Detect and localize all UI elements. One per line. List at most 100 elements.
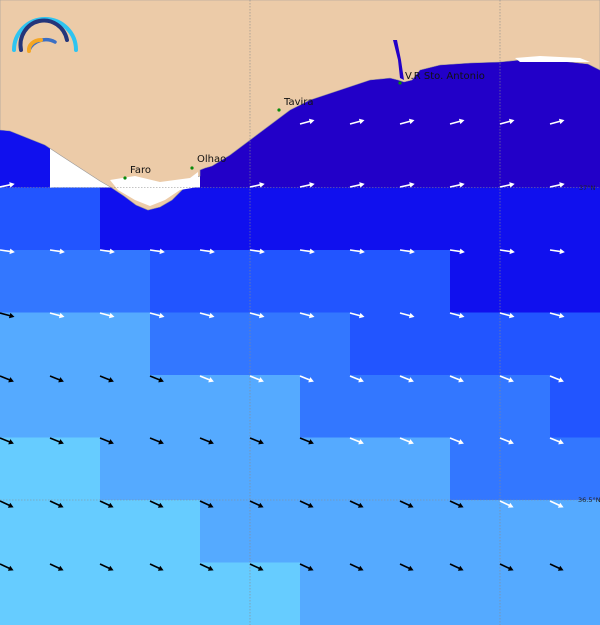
grid-cell (500, 375, 551, 438)
grid-cell (200, 437, 251, 501)
current-arrow (449, 118, 465, 125)
grid-cell (200, 250, 251, 313)
current-arrow (299, 563, 314, 571)
current-arrow (549, 312, 565, 319)
place-markers: Faro Olhao Tavira V.R Sto. Antonio (123, 71, 485, 180)
logo-arc-orange (26, 37, 43, 53)
grid-cell (400, 562, 451, 625)
current-arrow (0, 182, 15, 188)
grid-cell (250, 250, 301, 313)
grid-cell (350, 500, 401, 563)
current-arrow (349, 118, 365, 125)
grid-cell (400, 250, 451, 313)
grid-cell (300, 437, 351, 501)
current-arrow (449, 248, 465, 255)
grid-cell (500, 562, 551, 625)
grid-cell (300, 375, 351, 438)
grid-cell (400, 312, 451, 376)
grid-cell (450, 437, 501, 501)
grid-cell (250, 375, 301, 438)
grid-cell (550, 500, 600, 563)
current-arrow (249, 500, 264, 508)
grid-cell (450, 312, 501, 376)
current-arrow (0, 312, 15, 319)
current-arrow (349, 248, 365, 255)
current-arrow (99, 248, 115, 255)
current-arrow (149, 248, 165, 255)
grid-cell (0, 562, 51, 625)
lagoon-islands (110, 40, 590, 206)
ria-formosa-lagoon (110, 172, 198, 206)
current-arrow (99, 437, 114, 445)
grid-cell (450, 375, 501, 438)
place-marker-vrsa (398, 81, 402, 85)
current-arrow (399, 312, 415, 319)
current-arrow (499, 437, 514, 445)
grid-cell (450, 250, 501, 313)
grid-cell (200, 500, 251, 563)
current-arrow (399, 437, 414, 445)
current-arrow (49, 248, 65, 255)
current-arrow (349, 500, 364, 508)
current-arrow (0, 437, 14, 445)
current-arrow (399, 500, 414, 508)
logo-arc-dark (18, 18, 69, 52)
current-arrow (449, 563, 464, 571)
place-label-tavira: Tavira (283, 97, 314, 108)
grid-cell (50, 375, 101, 438)
grid-cell (250, 187, 301, 251)
current-arrow (299, 182, 315, 188)
latitude-label-36-5n: 36.5°N (578, 496, 600, 504)
current-arrow (299, 500, 314, 508)
grid-cell (100, 437, 151, 501)
current-arrow (499, 563, 514, 571)
current-arrow (249, 248, 265, 255)
current-arrow (349, 563, 364, 571)
grid-cell (400, 437, 451, 501)
grid-cell (50, 437, 101, 501)
current-arrow (549, 500, 564, 508)
current-arrow (249, 437, 264, 445)
place-label-olhao: Olhao (197, 154, 226, 165)
grid-cell (150, 437, 201, 501)
grid-cell (50, 562, 101, 625)
grid-cell (500, 500, 551, 563)
current-arrow (99, 375, 114, 383)
grid-cell (50, 500, 101, 563)
grid-cell (50, 312, 101, 376)
current-arrow (249, 375, 264, 383)
grid-cell (550, 250, 600, 313)
current-arrow (349, 182, 365, 188)
current-arrow (499, 248, 515, 255)
current-vectors (0, 118, 565, 571)
grid-cell (450, 187, 501, 251)
grid-cell (100, 250, 151, 313)
grid-cell (350, 312, 401, 376)
grid-cell (100, 562, 151, 625)
grid-cell (250, 500, 301, 563)
grid-cell (200, 187, 251, 251)
current-arrow (149, 312, 165, 319)
current-arrow (299, 248, 315, 255)
grid-cell (300, 250, 351, 313)
grid-cell (250, 562, 301, 625)
current-arrow (549, 182, 565, 188)
grid-cell (350, 187, 401, 251)
guadiana-estuary (393, 40, 404, 80)
grid-cell (350, 562, 401, 625)
current-arrow (549, 437, 564, 445)
current-arrow (199, 437, 214, 445)
land-mass (0, 0, 600, 211)
current-arrow (149, 437, 164, 445)
current-arrow (249, 182, 265, 188)
current-arrow (249, 563, 264, 571)
current-arrow (399, 182, 415, 188)
grid-cell (350, 250, 401, 313)
grid-cell (450, 500, 501, 563)
grid-cell (100, 312, 151, 376)
grid-cell (400, 500, 451, 563)
grid-cell (200, 562, 251, 625)
grid-cell (150, 562, 201, 625)
